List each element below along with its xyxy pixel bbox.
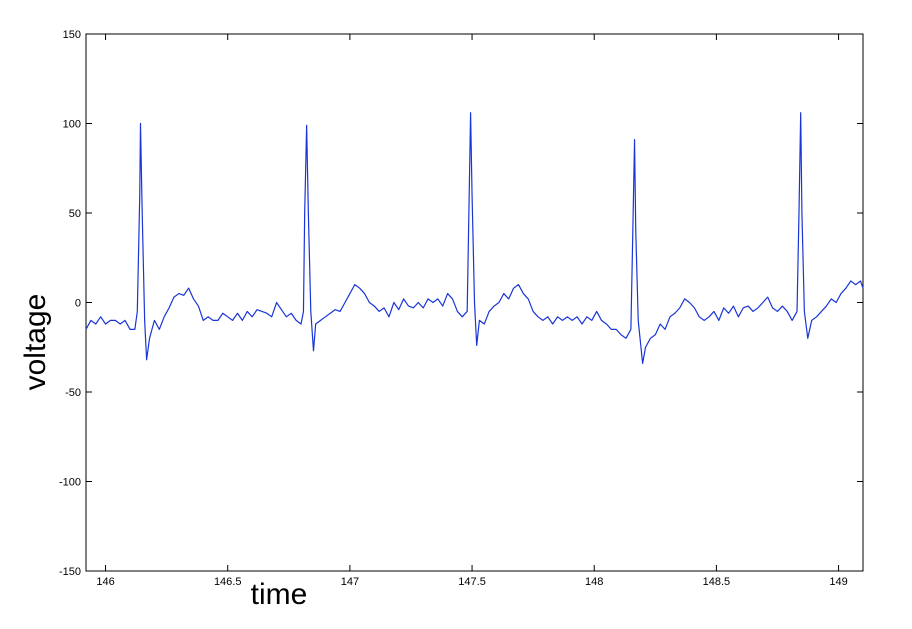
x-tick-label: 149 bbox=[829, 576, 847, 588]
x-tick-label: 148.5 bbox=[703, 576, 731, 588]
x-tick-label: 146.5 bbox=[214, 576, 242, 588]
y-axis-label: voltage bbox=[19, 294, 52, 391]
y-tick-label: -50 bbox=[65, 387, 81, 399]
y-tick-label: 50 bbox=[69, 208, 81, 220]
x-axis-label: time bbox=[251, 578, 308, 611]
data-line bbox=[85, 112, 864, 364]
x-tick-label: 146 bbox=[96, 576, 114, 588]
y-tick-label: 100 bbox=[63, 119, 81, 131]
x-tick-label: 148 bbox=[585, 576, 603, 588]
y-tick-label: -150 bbox=[59, 566, 81, 578]
y-tick-label: 0 bbox=[75, 298, 81, 310]
x-tick-label: 147 bbox=[341, 576, 359, 588]
y-tick-label: -100 bbox=[59, 477, 81, 489]
y-tick-label: 150 bbox=[63, 29, 81, 41]
x-tick-label: 147.5 bbox=[458, 576, 486, 588]
